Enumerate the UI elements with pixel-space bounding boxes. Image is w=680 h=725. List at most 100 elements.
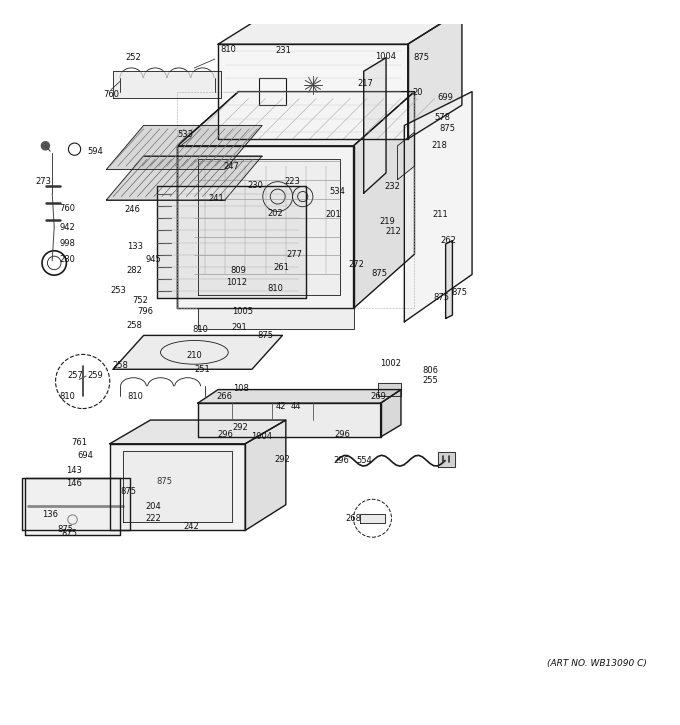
Text: 875: 875 (61, 529, 77, 538)
Text: 222: 222 (146, 514, 161, 523)
Text: 44: 44 (291, 402, 301, 411)
Text: 210: 210 (186, 351, 202, 360)
Text: 231: 231 (276, 46, 292, 56)
Text: 810: 810 (220, 45, 236, 54)
Text: 296: 296 (335, 430, 351, 439)
Text: 261: 261 (273, 263, 289, 272)
Text: 218: 218 (431, 141, 447, 150)
Text: 202: 202 (267, 209, 283, 218)
Text: 752: 752 (133, 296, 148, 304)
Text: 945: 945 (146, 255, 162, 264)
Text: 594: 594 (88, 146, 103, 156)
Text: 875: 875 (434, 293, 449, 302)
Text: 247: 247 (224, 162, 239, 170)
Polygon shape (198, 160, 340, 295)
Text: 272: 272 (348, 260, 364, 270)
Polygon shape (381, 389, 401, 437)
Polygon shape (354, 91, 415, 308)
Polygon shape (106, 156, 262, 200)
Polygon shape (438, 452, 455, 468)
Text: 242: 242 (183, 522, 199, 531)
Polygon shape (198, 389, 401, 403)
Text: 810: 810 (128, 392, 143, 401)
Text: 809: 809 (231, 266, 246, 275)
Text: 230: 230 (248, 181, 263, 189)
Text: 875: 875 (439, 125, 455, 133)
Polygon shape (106, 125, 262, 170)
Text: 296: 296 (333, 455, 350, 465)
Text: 875: 875 (258, 331, 273, 340)
Text: 760: 760 (104, 90, 120, 99)
Text: 277: 277 (286, 249, 302, 259)
Text: 1002: 1002 (379, 360, 401, 368)
Text: 875: 875 (371, 268, 388, 278)
Text: 296: 296 (217, 430, 233, 439)
Text: 143: 143 (66, 466, 82, 476)
Text: 1005: 1005 (232, 307, 253, 316)
Text: 201: 201 (325, 210, 341, 220)
Text: 204: 204 (146, 502, 161, 510)
Text: 810: 810 (268, 283, 284, 292)
Polygon shape (378, 383, 401, 397)
Polygon shape (445, 241, 452, 318)
Polygon shape (123, 450, 232, 522)
Text: 258: 258 (126, 320, 142, 330)
Text: 212: 212 (385, 227, 401, 236)
Text: 806: 806 (423, 366, 439, 375)
Text: 232: 232 (385, 182, 401, 191)
Polygon shape (405, 91, 472, 322)
Text: 268: 268 (345, 514, 362, 523)
Text: 875: 875 (58, 525, 73, 534)
Text: 251: 251 (194, 365, 209, 374)
Text: 1012: 1012 (226, 278, 248, 287)
Text: 266: 266 (217, 392, 233, 401)
Polygon shape (360, 513, 385, 523)
Text: 1004: 1004 (375, 52, 396, 61)
Text: 292: 292 (232, 423, 248, 432)
Text: (ART NO. WB13090 C): (ART NO. WB13090 C) (547, 659, 647, 668)
Text: 578: 578 (435, 113, 450, 122)
Polygon shape (218, 44, 408, 139)
Text: 217: 217 (358, 79, 374, 88)
Text: 291: 291 (231, 323, 247, 333)
Text: 269: 269 (370, 392, 386, 401)
Text: 760: 760 (60, 204, 75, 212)
Text: 42: 42 (275, 402, 286, 411)
Text: 20: 20 (412, 88, 422, 97)
Text: 761: 761 (71, 438, 87, 447)
Text: 259: 259 (87, 371, 103, 380)
Text: 262: 262 (441, 236, 456, 245)
Text: 292: 292 (275, 455, 290, 464)
Text: 219: 219 (379, 218, 395, 226)
Text: 133: 133 (126, 241, 143, 251)
Polygon shape (113, 336, 282, 369)
Circle shape (41, 141, 50, 150)
Text: 810: 810 (60, 392, 75, 401)
Text: 942: 942 (60, 223, 75, 231)
Polygon shape (22, 478, 130, 531)
Polygon shape (109, 444, 245, 531)
Text: 258: 258 (113, 361, 129, 370)
Text: 875: 875 (452, 288, 467, 297)
Polygon shape (109, 420, 286, 444)
Text: 796: 796 (137, 307, 154, 316)
Text: 554: 554 (356, 455, 372, 465)
Text: 108: 108 (233, 384, 249, 393)
Text: 534: 534 (329, 187, 345, 196)
Text: 699: 699 (438, 93, 454, 102)
Text: 253: 253 (111, 286, 126, 294)
Text: 136: 136 (42, 510, 58, 519)
Text: 875: 875 (413, 53, 429, 62)
Polygon shape (198, 403, 381, 437)
Polygon shape (157, 186, 306, 298)
Polygon shape (25, 478, 120, 535)
Text: 282: 282 (127, 266, 143, 275)
Polygon shape (245, 420, 286, 531)
Text: 875: 875 (121, 486, 137, 496)
Text: 255: 255 (423, 376, 439, 384)
Polygon shape (113, 71, 222, 99)
Text: 223: 223 (285, 176, 301, 186)
Polygon shape (177, 91, 415, 146)
Text: 1004: 1004 (251, 433, 272, 442)
Text: 694: 694 (78, 452, 93, 460)
